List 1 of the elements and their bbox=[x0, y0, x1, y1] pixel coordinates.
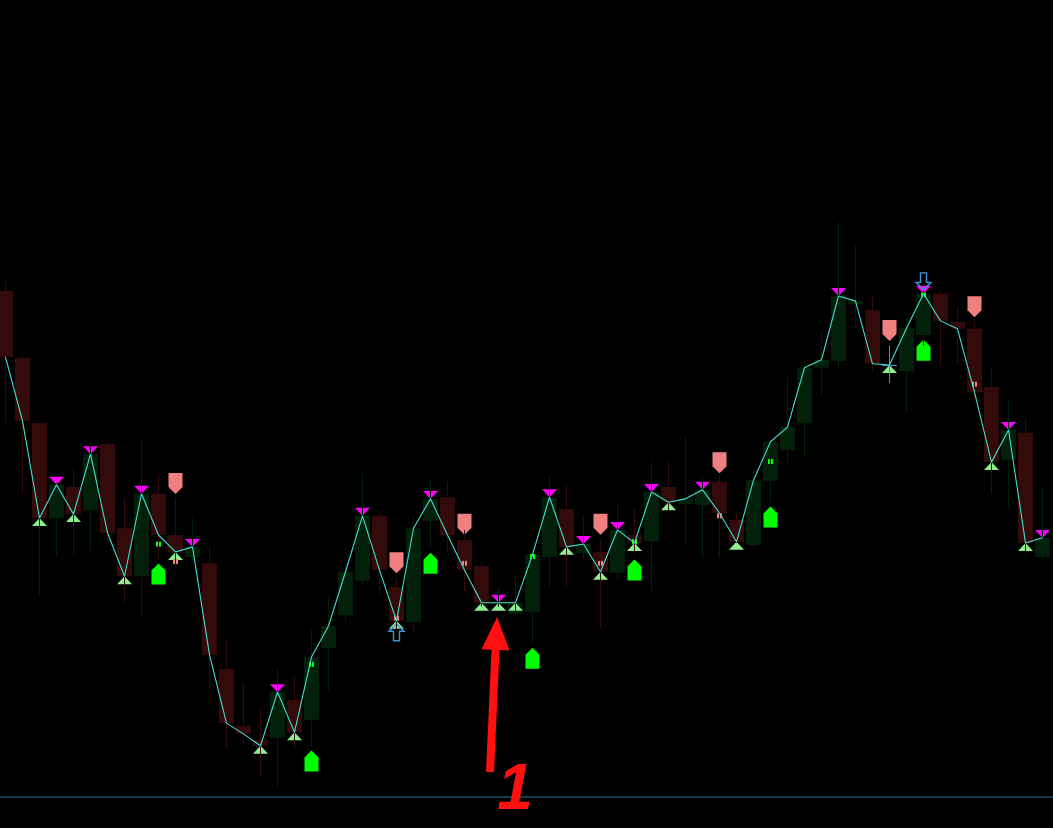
annotation: 1 bbox=[497, 751, 533, 823]
